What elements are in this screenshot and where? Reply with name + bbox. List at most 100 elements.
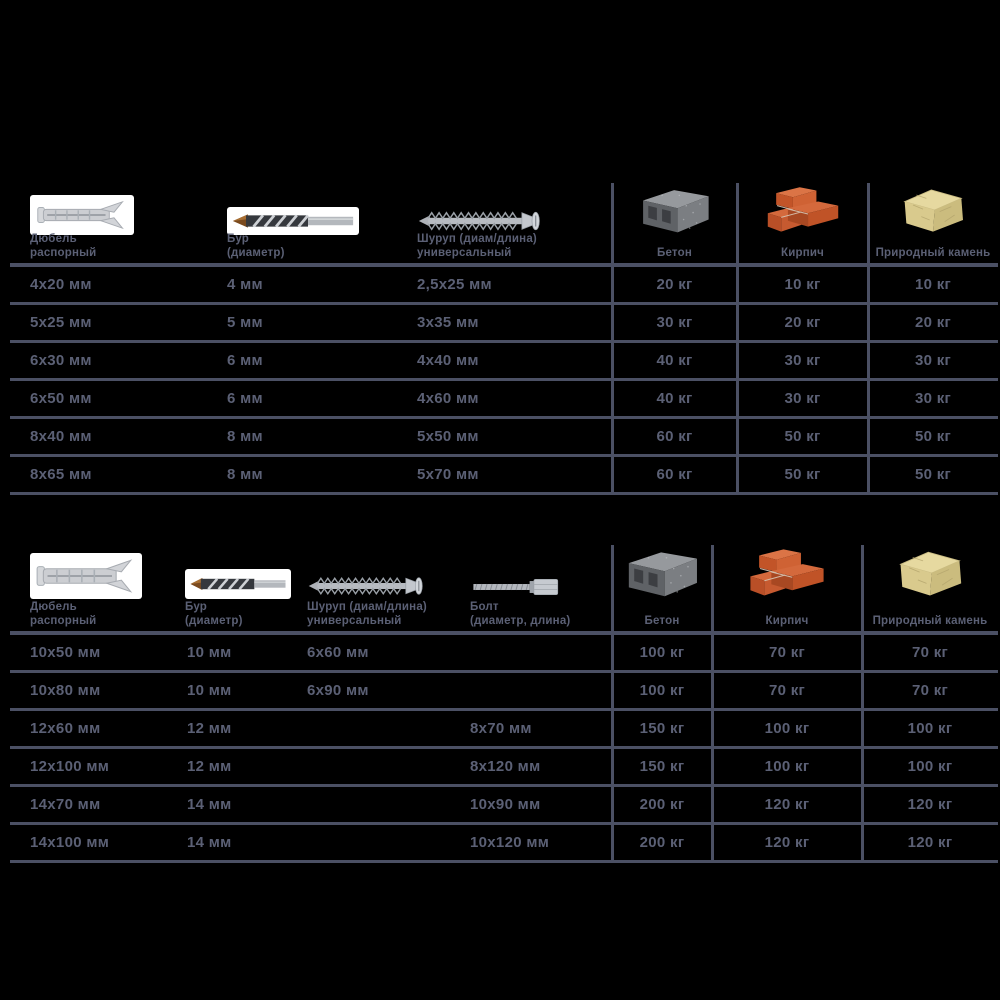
cell-drill: 5 мм [227, 314, 263, 331]
cell-stone: 20 кг [914, 314, 952, 331]
cell-concrete: 150 кг [639, 758, 685, 775]
icon-cell-drill [227, 207, 417, 235]
cell-drill: 12 мм [187, 758, 232, 775]
icon-cell-bolt [470, 575, 612, 599]
cell-brick: 30 кг [784, 390, 821, 407]
column-header-stone: Природный камень [872, 614, 988, 627]
cell-stone: 120 кг [907, 796, 953, 813]
cell-brick: 100 кг [764, 720, 810, 737]
bricks-icon [750, 549, 824, 596]
cell-bolt [470, 635, 612, 670]
cell-dowel: 4х20 мм [30, 276, 92, 293]
icon-cell-brick [737, 183, 868, 235]
cell-screw [307, 711, 470, 746]
column-divider [861, 545, 864, 863]
table-row: 10х80 мм 10 мм 6х90 мм 100 кг 70 кг 70 кг [10, 673, 998, 711]
table-body: 10х50 мм 10 мм 6х60 мм 100 кг 70 кг 70 кг 10х8… [10, 635, 998, 863]
cell-drill: 6 мм [227, 352, 263, 369]
cell-brick: 10 кг [784, 276, 821, 293]
dowel-load-table-small: Дюбель распорный Бур (диаметр) Шуруп (диам… [10, 183, 998, 495]
cell-screw: 5х50 мм [417, 428, 479, 445]
screw-icon [308, 576, 423, 596]
cell-drill: 6 мм [227, 390, 263, 407]
cell-brick: 100 кг [764, 758, 810, 775]
icon-cell-screw [307, 573, 470, 599]
cell-concrete: 60 кг [656, 466, 693, 483]
cell-screw: 2,5х25 мм [417, 276, 492, 293]
column-divider [611, 545, 614, 863]
bricks-icon [767, 187, 838, 232]
header-labels-row: Дюбель распорный Бур (диаметр) Шуруп (диам… [10, 233, 998, 267]
table-row: 14х100 мм 14 мм 10х120 мм 200 кг 120 кг 120 к… [10, 825, 998, 863]
cell-dowel: 10х80 мм [30, 682, 101, 699]
cell-dowel: 5х25 мм [30, 314, 92, 331]
table-row: 10х50 мм 10 мм 6х60 мм 100 кг 70 кг 70 кг [10, 635, 998, 673]
column-header-stone: Природный камень [875, 246, 991, 259]
column-header-bolt: Болт (диаметр, длина) [470, 601, 571, 627]
cell-concrete: 40 кг [656, 352, 693, 369]
cell-screw [307, 749, 470, 784]
cell-concrete: 100 кг [639, 682, 685, 699]
dowel-icon [36, 559, 133, 593]
cell-stone: 120 кг [907, 834, 953, 851]
cell-dowel: 14х100 мм [30, 834, 110, 851]
cell-stone: 30 кг [914, 352, 952, 369]
cell-screw: 6х60 мм [307, 644, 369, 661]
column-header-dowel: Дюбель распорный [30, 601, 97, 627]
icon-cell-dowel [10, 553, 185, 599]
cell-stone: 10 кг [914, 276, 952, 293]
cell-screw [307, 825, 470, 860]
cell-stone: 30 кг [914, 390, 952, 407]
cell-concrete: 200 кг [639, 796, 685, 813]
table-row: 12х100 мм 12 мм 8х120 мм 150 кг 100 кг 100 кг [10, 749, 998, 787]
table-row: 8х65 мм 8 мм 5х70 мм 60 кг 50 кг 50 кг [10, 457, 998, 495]
dowel-icon [37, 200, 124, 230]
drill-bit-icon [190, 577, 286, 591]
icon-cell-concrete [612, 547, 712, 599]
cell-screw: 3х35 мм [417, 314, 479, 331]
drill-photo [185, 569, 291, 599]
drill-photo [227, 207, 359, 235]
table-body: 4х20 мм 4 мм 2,5х25 мм 20 кг 10 кг 10 кг 5х25 … [10, 267, 998, 495]
cell-bolt: 8х120 мм [470, 758, 541, 775]
cell-concrete: 100 кг [639, 644, 685, 661]
cell-drill: 14 мм [187, 834, 232, 851]
cell-dowel: 6х30 мм [30, 352, 92, 369]
cell-stone: 50 кг [914, 466, 952, 483]
header-icons-row [10, 545, 998, 599]
cell-brick: 70 кг [768, 644, 806, 661]
concrete-block-icon [642, 190, 709, 233]
natural-stone-icon [899, 551, 962, 596]
cell-concrete: 20 кг [656, 276, 693, 293]
cell-brick: 20 кг [784, 314, 821, 331]
column-header-drill: Бур (диаметр) [227, 233, 285, 259]
cell-bolt [470, 673, 612, 708]
icon-cell-stone [868, 185, 998, 235]
cell-stone: 100 кг [907, 758, 953, 775]
icon-cell-concrete [612, 185, 737, 235]
cell-concrete: 40 кг [656, 390, 693, 407]
cell-brick: 120 кг [764, 834, 810, 851]
cell-stone: 70 кг [911, 682, 949, 699]
icon-cell-screw [417, 207, 612, 235]
column-divider [611, 183, 614, 495]
cell-stone: 100 кг [907, 720, 953, 737]
cell-dowel: 14х70 мм [30, 796, 101, 813]
column-header-concrete: Бетон [657, 246, 692, 259]
cell-drill: 10 мм [187, 644, 232, 661]
icon-cell-brick [712, 545, 862, 599]
column-header-concrete: Бетон [644, 614, 680, 627]
cell-drill: 4 мм [227, 276, 263, 293]
screw-icon [418, 211, 540, 231]
drill-bit-icon [232, 214, 354, 228]
cell-dowel: 12х60 мм [30, 720, 101, 737]
icon-cell-stone [862, 547, 998, 599]
column-divider [711, 545, 714, 863]
bolt-icon [473, 578, 559, 596]
dowel-load-table-large: Дюбель распорный Бур (диаметр) Шуруп (диам… [10, 545, 998, 863]
table-row: 6х50 мм 6 мм 4х60 мм 40 кг 30 кг 30 кг [10, 381, 998, 419]
concrete-block-icon [628, 552, 697, 597]
column-header-brick: Кирпич [765, 614, 809, 627]
cell-bolt: 10х90 мм [470, 796, 541, 813]
cell-brick: 70 кг [768, 682, 806, 699]
